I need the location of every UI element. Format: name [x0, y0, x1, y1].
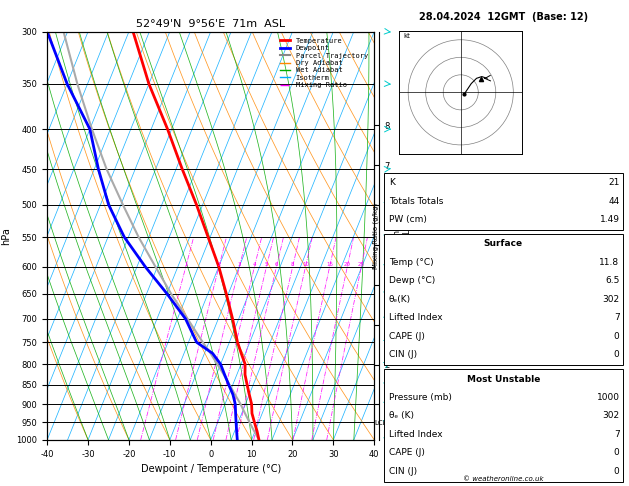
Text: Lifted Index: Lifted Index	[389, 313, 442, 322]
Text: Mixing Ratio (g/kg): Mixing Ratio (g/kg)	[372, 203, 379, 269]
Text: 8: 8	[291, 261, 294, 267]
Text: CAPE (J): CAPE (J)	[389, 449, 425, 457]
Text: Dewp (°C): Dewp (°C)	[389, 277, 435, 285]
Text: θₑ (K): θₑ (K)	[389, 412, 414, 420]
Text: 0: 0	[614, 350, 620, 359]
Text: CIN (J): CIN (J)	[389, 350, 417, 359]
X-axis label: Dewpoint / Temperature (°C): Dewpoint / Temperature (°C)	[141, 464, 281, 474]
Text: kt: kt	[403, 33, 410, 39]
Text: 0: 0	[614, 332, 620, 341]
Text: 0: 0	[614, 449, 620, 457]
Text: 10: 10	[302, 261, 309, 267]
Text: 4: 4	[253, 261, 256, 267]
Text: Temp (°C): Temp (°C)	[389, 258, 433, 267]
Text: CAPE (J): CAPE (J)	[389, 332, 425, 341]
Text: 20: 20	[344, 261, 351, 267]
Legend: Temperature, Dewpoint, Parcel Trajectory, Dry Adiabat, Wet Adiabat, Isotherm, Mi: Temperature, Dewpoint, Parcel Trajectory…	[277, 35, 370, 91]
Text: 15: 15	[326, 261, 333, 267]
Text: PW (cm): PW (cm)	[389, 215, 426, 224]
Text: 44: 44	[608, 197, 620, 206]
Y-axis label: km
ASL: km ASL	[392, 228, 411, 243]
Y-axis label: hPa: hPa	[1, 227, 11, 244]
Text: © weatheronline.co.uk: © weatheronline.co.uk	[463, 476, 543, 482]
Text: Surface: Surface	[484, 240, 523, 248]
Text: 11.8: 11.8	[599, 258, 620, 267]
Text: 0: 0	[614, 467, 620, 476]
Text: Lifted Index: Lifted Index	[389, 430, 442, 439]
Text: 6.5: 6.5	[605, 277, 620, 285]
Text: 1000: 1000	[596, 393, 620, 402]
Text: θₑ(K): θₑ(K)	[389, 295, 411, 304]
Text: 7: 7	[614, 430, 620, 439]
Text: 302: 302	[603, 295, 620, 304]
Text: 5: 5	[265, 261, 268, 267]
Title: 52°49'N  9°56'E  71m  ASL: 52°49'N 9°56'E 71m ASL	[136, 19, 286, 30]
Text: LCL: LCL	[375, 420, 387, 426]
Text: 21: 21	[608, 178, 620, 187]
Text: 28.04.2024  12GMT  (Base: 12): 28.04.2024 12GMT (Base: 12)	[419, 12, 587, 22]
Text: 25: 25	[358, 261, 365, 267]
Text: 2: 2	[217, 261, 221, 267]
Text: Totals Totals: Totals Totals	[389, 197, 443, 206]
Text: 1: 1	[184, 261, 187, 267]
Text: 3: 3	[238, 261, 241, 267]
Text: 7: 7	[614, 313, 620, 322]
Text: 1.49: 1.49	[599, 215, 620, 224]
Text: 302: 302	[603, 412, 620, 420]
Text: 6: 6	[275, 261, 278, 267]
Text: K: K	[389, 178, 394, 187]
Text: Pressure (mb): Pressure (mb)	[389, 393, 452, 402]
Text: Most Unstable: Most Unstable	[467, 375, 540, 383]
Text: CIN (J): CIN (J)	[389, 467, 417, 476]
